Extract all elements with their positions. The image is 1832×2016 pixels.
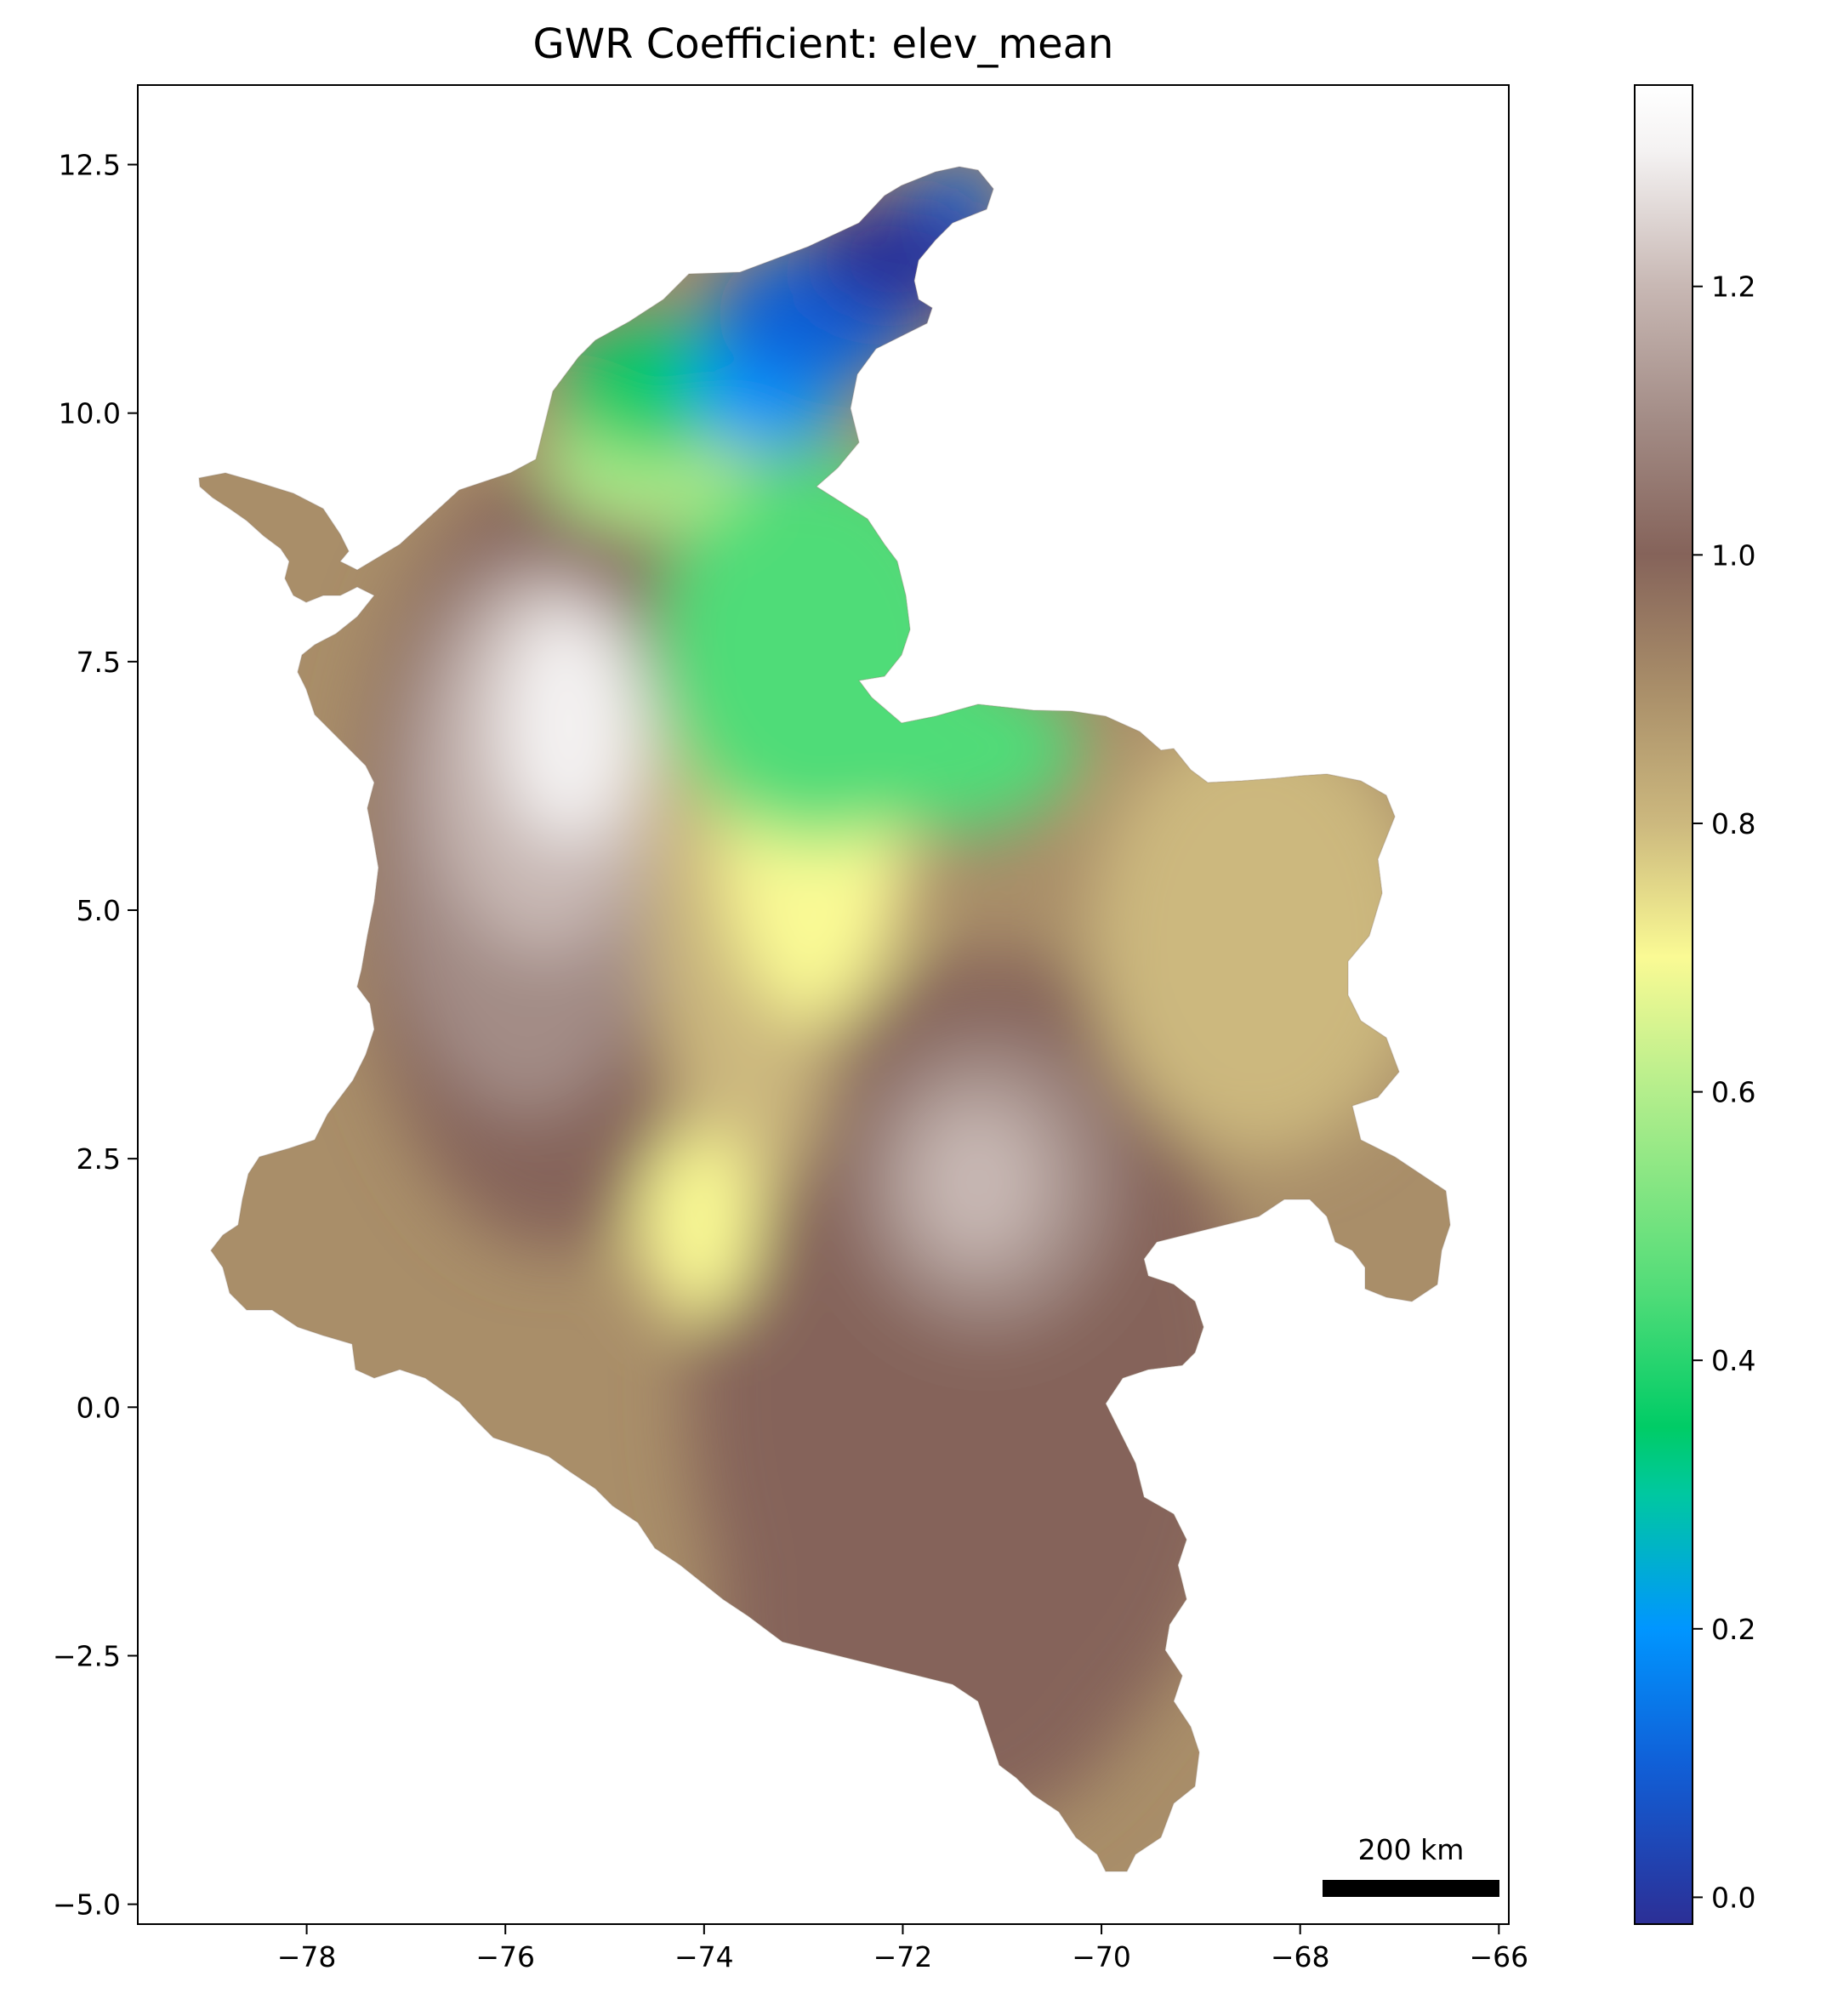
country-outline: [198, 166, 1451, 1872]
y-tick-label: 5.0: [77, 894, 121, 927]
y-tick-label: 7.5: [77, 646, 121, 679]
region-west-peak: [502, 604, 638, 842]
colorbar-tick-label: 0.4: [1711, 1344, 1755, 1377]
axes-frame: [137, 84, 1510, 1925]
y-tick-label: 2.5: [77, 1142, 121, 1176]
y-tick-label: 12.5: [59, 148, 121, 181]
colorbar-tick-label: 0.2: [1711, 1613, 1755, 1646]
colorbar-tick-label: 0.6: [1711, 1076, 1755, 1109]
scale-bar-line: [1323, 1880, 1499, 1897]
y-tick-label: −2.5: [53, 1639, 121, 1672]
x-tick-label: −74: [674, 1940, 734, 1973]
y-tick-label: 10.0: [59, 397, 121, 430]
x-axis: −78 −76 −74 −72 −70 −68 −66: [277, 1924, 1528, 1973]
x-tick-label: −76: [475, 1940, 535, 1973]
colorbar-ticks: 0.0 0.2 0.4 0.6 0.8 1.0 1.2: [1693, 271, 1755, 1914]
colorbar-tick-label: 0.0: [1711, 1881, 1755, 1914]
colorbar-tick-label: 1.2: [1711, 271, 1755, 304]
region-south-pocket: [638, 1131, 757, 1318]
x-tick-label: −78: [277, 1940, 337, 1973]
y-axis: 12.5 10.0 7.5 5.0 2.5 0.0 −2.5 −5.0: [53, 148, 138, 1922]
scale-bar-label: 200 km: [1358, 1833, 1465, 1866]
colorbar-tick-label: 0.8: [1711, 807, 1755, 840]
x-tick-label: −70: [1072, 1940, 1131, 1973]
x-tick-label: −66: [1469, 1940, 1528, 1973]
colorbar: 0.0 0.2 0.4 0.6 0.8 1.0 1.2: [1634, 84, 1755, 1925]
y-tick-label: 0.0: [77, 1391, 121, 1424]
region-east-plains: [1089, 715, 1429, 1157]
colorbar-tick-label: 1.0: [1711, 538, 1755, 572]
region-east-inner: [910, 1102, 1046, 1263]
x-tick-label: −68: [1271, 1940, 1330, 1973]
x-tick-label: −72: [873, 1940, 933, 1973]
map-title: GWR Coefficient: elev_mean: [533, 20, 1114, 68]
colorbar-gradient: [1634, 84, 1693, 1925]
y-tick-label: −5.0: [53, 1888, 121, 1922]
scale-bar: 200 km: [1323, 1833, 1499, 1897]
